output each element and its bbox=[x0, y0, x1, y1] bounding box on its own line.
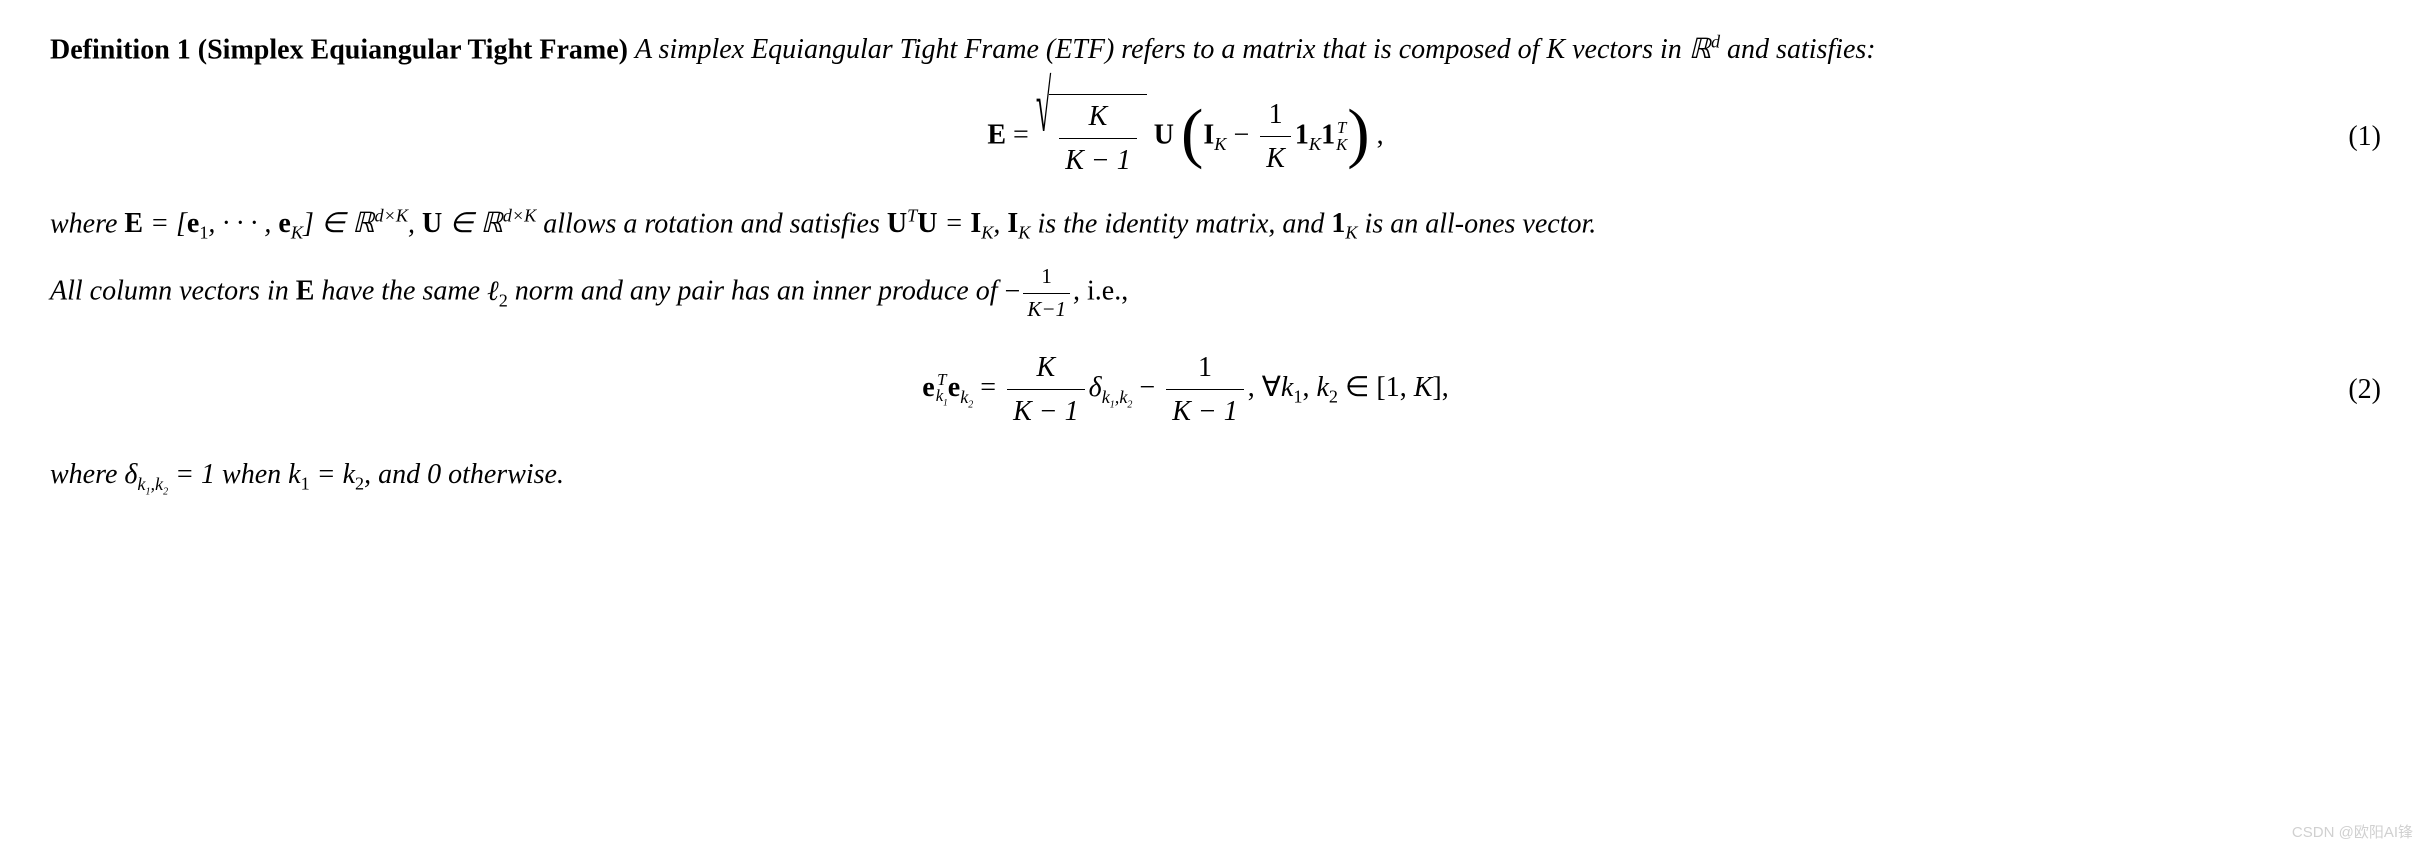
equation-1: E = √KK − 1 U (IK − 1K1K1TK) , bbox=[50, 94, 2321, 180]
definition-intro-text: A simplex Equiangular Tight Frame (ETF) … bbox=[635, 34, 1876, 65]
where-clause-2: where δk1,k2 = 1 when k1 = k2, and 0 oth… bbox=[50, 455, 2381, 499]
equation-1-row: E = √KK − 1 U (IK − 1K1K1TK) , (1) bbox=[50, 94, 2381, 180]
where-clause-1: where E = [e1, · · · , eK] ∈ ℝd×K, U ∈ ℝ… bbox=[50, 204, 2381, 246]
equation-2-number: (2) bbox=[2321, 370, 2381, 409]
definition-block: Definition 1 (Simplex Equiangular Tight … bbox=[50, 30, 2381, 500]
definition-intro: Definition 1 (Simplex Equiangular Tight … bbox=[50, 30, 2381, 70]
watermark: CSDN @欧阳AI锋 bbox=[2292, 822, 2413, 843]
equation-1-number: (1) bbox=[2321, 117, 2381, 156]
paragraph-2: All column vectors in E have the same ℓ2… bbox=[50, 262, 2381, 324]
definition-label: Definition 1 (Simplex Equiangular Tight … bbox=[50, 34, 628, 65]
equation-2-row: eTk1ek2 = KK − 1δk1,k2 − 1K − 1, ∀k1, k2… bbox=[50, 348, 2381, 431]
sqrt-term: √KK − 1 bbox=[1036, 94, 1147, 180]
equation-2: eTk1ek2 = KK − 1δk1,k2 − 1K − 1, ∀k1, k2… bbox=[50, 348, 2321, 431]
